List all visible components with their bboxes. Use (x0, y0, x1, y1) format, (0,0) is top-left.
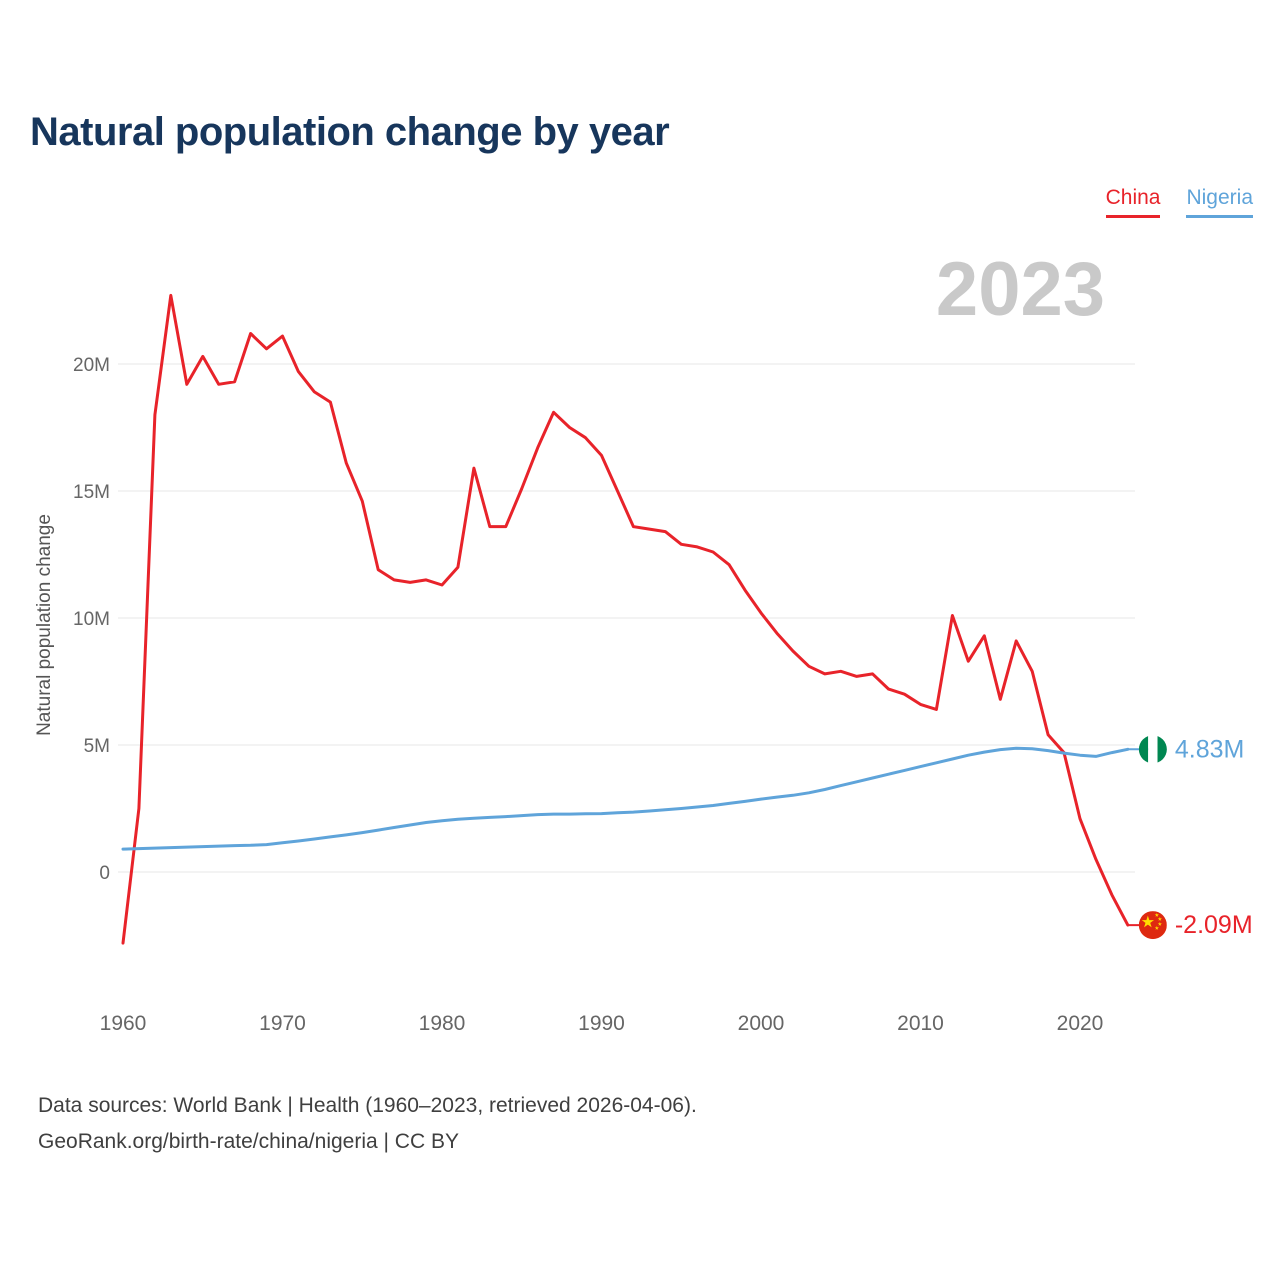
x-tick-label: 1990 (578, 1012, 625, 1035)
x-tick-label: 1960 (100, 1012, 147, 1035)
x-tick-label: 1970 (259, 1012, 306, 1035)
data-sources-text: Data sources: World Bank | Health (1960–… (38, 1094, 697, 1117)
end-value-label-china: -2.09M (1175, 911, 1253, 939)
x-tick-label: 1980 (419, 1012, 466, 1035)
y-tick-label: 0 (99, 863, 110, 884)
chart-footer: Data sources: World Bank | Health (1960–… (38, 1088, 697, 1160)
y-tick-label: 20M (73, 355, 110, 376)
line-chart-canvas: 0 5M 10M 15M 20M 1960 1970 1980 1990 2000 2010 2020… (73, 293, 1253, 1035)
year-watermark: 2023 (935, 247, 1105, 332)
end-value-label-nigeria: 4.83M (1175, 735, 1244, 763)
y-tick-label: 15M (73, 482, 110, 503)
series-line-china[interactable] (121, 293, 1130, 945)
series-line-nigeria[interactable] (121, 746, 1130, 851)
attribution-text: GeoRank.org/birth-rate/china/nigeria | C… (38, 1130, 459, 1153)
y-tick-label: 5M (84, 736, 110, 757)
y-tick-label: 10M (73, 609, 110, 630)
x-tick-label: 2000 (738, 1012, 785, 1035)
x-tick-label: 2010 (897, 1012, 944, 1035)
china-flag-icon (1138, 911, 1167, 940)
x-tick-label: 2020 (1057, 1012, 1104, 1035)
nigeria-flag-icon (1138, 735, 1167, 764)
page-title: Natural population change by year (30, 110, 670, 154)
legend: China Nigeria (1105, 186, 1253, 218)
legend-item-nigeria[interactable]: Nigeria (1186, 186, 1253, 218)
legend-item-china[interactable]: China (1105, 186, 1161, 218)
